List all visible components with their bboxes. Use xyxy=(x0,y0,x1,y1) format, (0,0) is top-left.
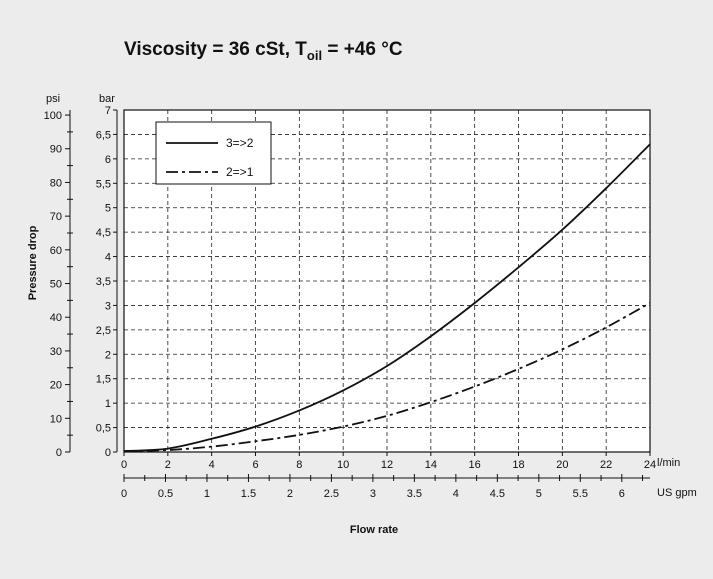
lmin-tick-label: 0 xyxy=(121,459,127,471)
lmin-axis: 0 2 4 6 8 10 12 14 16 18 20 22 24 xyxy=(121,452,656,471)
bar-tick-label: 2,5 xyxy=(96,325,111,337)
usgpm-tick-label: 5 xyxy=(536,488,542,500)
psi-tick-label: 50 xyxy=(50,279,62,291)
grid xyxy=(124,110,650,452)
usgpm-tick-label: 2 xyxy=(287,488,293,500)
psi-tick-label: 90 xyxy=(50,144,62,156)
lmin-tick-label: 16 xyxy=(469,459,481,471)
psi-tick-label: 60 xyxy=(50,245,62,257)
usgpm-unit-label: US gpm xyxy=(657,487,697,499)
usgpm-tick-label: 1.5 xyxy=(241,488,256,500)
lmin-tick-label: 4 xyxy=(209,459,215,471)
usgpm-tick-label: 0.5 xyxy=(158,488,173,500)
bar-tick-label: 6 xyxy=(105,154,111,166)
bar-tick-label: 5 xyxy=(105,203,111,215)
lmin-tick-label: 6 xyxy=(252,459,258,471)
y-axis-title: Pressure drop xyxy=(27,225,39,300)
usgpm-tick-label: 3 xyxy=(370,488,376,500)
usgpm-tick-label: 0 xyxy=(121,488,127,500)
bar-tick-label: 2 xyxy=(105,349,111,361)
bar-tick-label: 6,5 xyxy=(96,129,111,141)
bar-tick-label: 1 xyxy=(105,398,111,410)
usgpm-tick-label: 3.5 xyxy=(407,488,422,500)
bar-axis: 0 0,5 1 1,5 2 2,5 3 3,5 4 4,5 5 5,5 6 6,5 7 xyxy=(96,105,118,459)
bar-tick-label: 3 xyxy=(105,300,111,312)
chart-title: Viscosity = 36 cSt, Toil = +46 °C xyxy=(124,39,403,63)
psi-tick-label: 80 xyxy=(50,177,62,189)
lmin-unit-label: l/min xyxy=(657,457,680,469)
lmin-tick-label: 20 xyxy=(556,459,568,471)
psi-tick-label: 100 xyxy=(44,110,62,122)
psi-axis: 0 10 20 30 40 50 60 70 80 90 100 xyxy=(44,110,73,459)
usgpm-tick-label: 4 xyxy=(453,488,459,500)
lmin-tick-label: 24 xyxy=(644,459,656,471)
lmin-tick-label: 8 xyxy=(296,459,302,471)
series-line-3-2 xyxy=(123,143,651,452)
series-group xyxy=(123,143,651,452)
legend-label-3-2: 3=>2 xyxy=(226,136,254,150)
legend-box xyxy=(155,121,272,185)
usgpm-tick-label: 4.5 xyxy=(490,488,505,500)
lmin-tick-label: 10 xyxy=(337,459,349,471)
bar-tick-label: 0,5 xyxy=(96,423,111,435)
psi-tick-label: 40 xyxy=(50,312,62,324)
bar-tick-label: 3,5 xyxy=(96,276,111,288)
psi-tick-label: 0 xyxy=(56,447,62,459)
usgpm-tick-label: 1 xyxy=(204,488,210,500)
usgpm-tick-label: 5.5 xyxy=(573,488,588,500)
lmin-tick-label: 14 xyxy=(425,459,437,471)
usgpm-axis: 0 0.5 1 1.5 2 2.5 3 3.5 4 4.5 5 5.5 6 xyxy=(121,474,650,500)
psi-unit-label: psi xyxy=(46,93,60,105)
bar-tick-label: 4,5 xyxy=(96,227,111,239)
psi-tick-label: 70 xyxy=(50,211,62,223)
bar-tick-label: 1,5 xyxy=(96,374,111,386)
bar-tick-label: 7 xyxy=(105,105,111,117)
x-axis-title: Flow rate xyxy=(350,524,398,536)
lmin-tick-label: 2 xyxy=(165,459,171,471)
lmin-tick-label: 22 xyxy=(600,459,612,471)
legend: 3=>2 2=>1 xyxy=(155,121,272,185)
lmin-tick-label: 18 xyxy=(512,459,524,471)
legend-label-2-1: 2=>1 xyxy=(226,165,254,179)
bar-tick-label: 0 xyxy=(105,447,111,459)
psi-tick-label: 10 xyxy=(50,413,62,425)
usgpm-tick-label: 6 xyxy=(619,488,625,500)
bar-tick-label: 5,5 xyxy=(96,178,111,190)
series-line-2-1 xyxy=(123,302,651,452)
lmin-tick-label: 12 xyxy=(381,459,393,471)
bar-unit-label: bar xyxy=(99,93,115,105)
psi-tick-label: 30 xyxy=(50,346,62,358)
bar-tick-label: 4 xyxy=(105,252,111,264)
psi-tick-label: 20 xyxy=(50,380,62,392)
usgpm-tick-label: 2.5 xyxy=(324,488,339,500)
